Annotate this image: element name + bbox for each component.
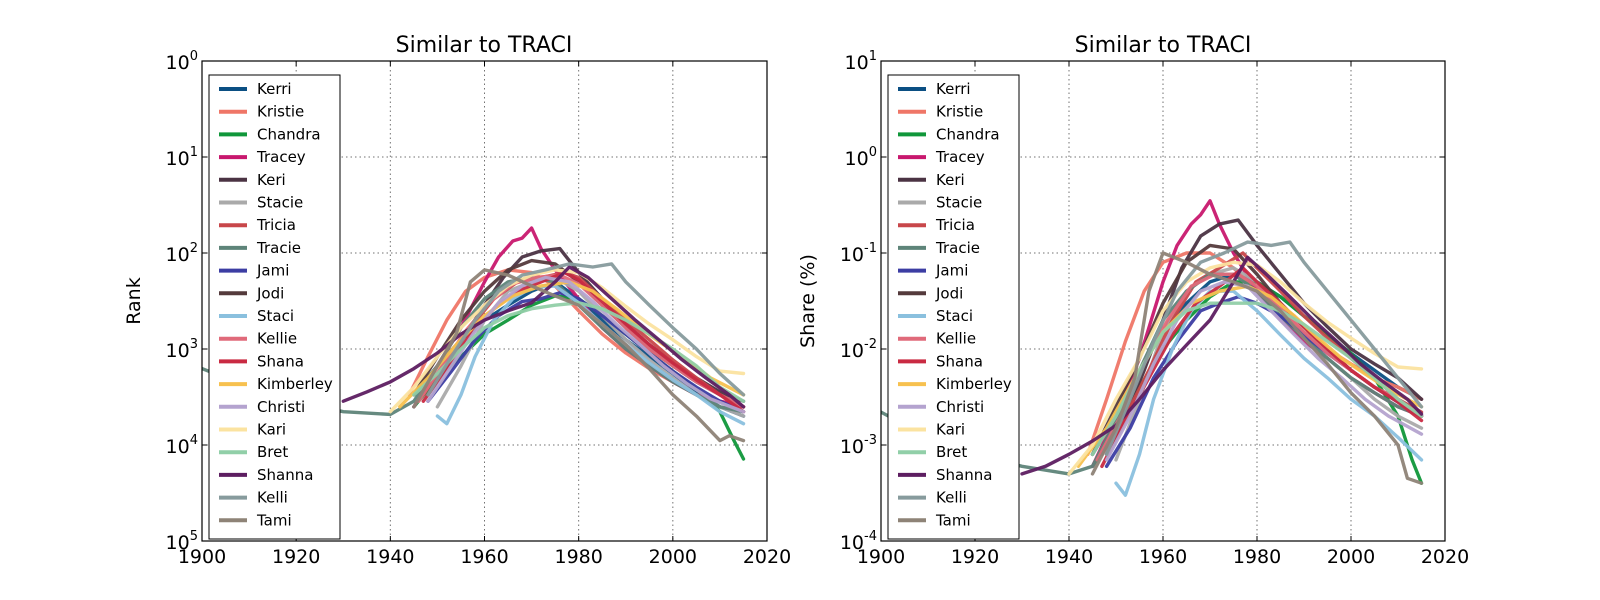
series-line-staci [1114,289,1424,497]
legend-label: Kerri [936,80,971,98]
legend-label: Jami [935,262,968,280]
x-tick-label: 2000 [1327,546,1375,568]
legend-label: Kari [936,421,965,439]
legend-label: Bret [936,443,967,461]
y-tick-label: 102 [166,241,198,266]
legend-label: Tricia [256,216,296,234]
series-line-staci [435,284,746,426]
legend-label: Kari [257,421,286,439]
legend-label: Tracie [256,239,301,257]
x-tick-label: 1960 [1139,546,1187,568]
legend-label: Tracey [256,148,306,166]
series-line-christi [426,275,746,414]
legend-label: Kellie [936,330,976,348]
chart-title: Similar to TRACI [396,33,573,58]
series-line-shana [1100,266,1424,468]
x-tick-label: 1900 [857,546,905,568]
legend-label: Stacie [936,194,982,212]
legend: Kerri Kristie Chandra Tracey Keri Stacie Trici… [887,74,1020,540]
x-tick-label: 2000 [649,546,697,568]
y-tick-label: 105 [166,529,198,554]
series-line-shanna [341,265,746,409]
y-tick-label: 10-3 [840,433,877,458]
x-tick-label: 2020 [743,546,791,568]
x-tick-label: 1920 [951,546,999,568]
y-tick-label: 100 [845,145,877,170]
legend-box [208,74,341,540]
series-line-tami [1090,251,1424,485]
chart-panel-2: 1900 1920 1940 1960 1980 2000 2020 10-4 10-3 10-2… [797,33,1469,568]
legend-label: Kristie [936,103,983,121]
legend-label: Shana [257,352,304,370]
x-tick-label: 1980 [554,546,602,568]
x-tick-label: 2020 [1421,546,1469,568]
y-tick-label: 101 [166,145,198,170]
legend-label: Keri [257,171,286,189]
y-axis-label: Share (%) [797,254,819,348]
legend-label: Shanna [257,466,313,484]
legend-label: Chandra [936,125,1000,143]
series-line-bret [412,301,746,403]
x-tick-label: 1940 [1045,546,1093,568]
series-line-tami [412,268,746,443]
y-tick-label: 10-2 [840,337,877,362]
x-tick-label: 1960 [460,546,508,568]
legend-label: Kellie [257,330,297,348]
chart-panel-1: 1900 1920 1940 1960 1980 2000 2020 100 101 102 103… [123,33,791,568]
legend-label: Stacie [257,194,303,212]
y-tick-label: 10-1 [840,241,877,266]
legend-label: Jodi [256,284,284,302]
x-tick-label: 1900 [178,546,226,568]
legend-label: Christi [257,398,305,416]
x-tick-label: 1940 [366,546,414,568]
y-axis-label: Rank [123,277,145,324]
legend-label: Jami [256,262,289,280]
series-line-kelli [426,262,746,397]
legend-box [887,74,1020,540]
y-tick-label: 104 [166,433,198,458]
legend-label: Kimberley [257,375,333,393]
series-group [202,226,746,461]
series-line-christi [1104,280,1424,462]
legend-label: Tami [256,511,292,529]
legend-label: Kristie [257,103,304,121]
legend-label: Christi [936,398,984,416]
legend-label: Keri [936,171,965,189]
legend-label: Bret [257,443,288,461]
x-tick-label: 1920 [272,546,320,568]
legend-label: Tami [935,511,971,529]
legend-label: Tracey [935,148,985,166]
series-line-kelli [1104,240,1424,456]
legend-label: Staci [936,307,973,325]
x-tick-label: 1980 [1233,546,1281,568]
legend-label: Tricia [935,216,975,234]
y-tick-label: 10-4 [840,529,877,554]
y-tick-label: 103 [166,337,198,362]
legend-label: Jodi [935,284,963,302]
y-tick-label: 100 [166,49,198,74]
legend-label: Shana [936,352,983,370]
legend-label: Staci [257,307,294,325]
chart-title: Similar to TRACI [1075,33,1252,58]
legend-label: Kerri [257,80,292,98]
legend-label: Kelli [936,489,967,507]
series-line-jami [426,291,746,414]
legend: Kerri Kristie Chandra Tracey Keri Stacie Trici… [208,74,341,540]
y-tick-label: 101 [845,49,877,74]
series-group [881,199,1424,497]
legend-label: Kelli [257,489,288,507]
legend-label: Kimberley [936,375,1012,393]
legend-label: Shanna [936,466,992,484]
legend-label: Tracie [935,239,980,257]
legend-label: Chandra [257,125,321,143]
